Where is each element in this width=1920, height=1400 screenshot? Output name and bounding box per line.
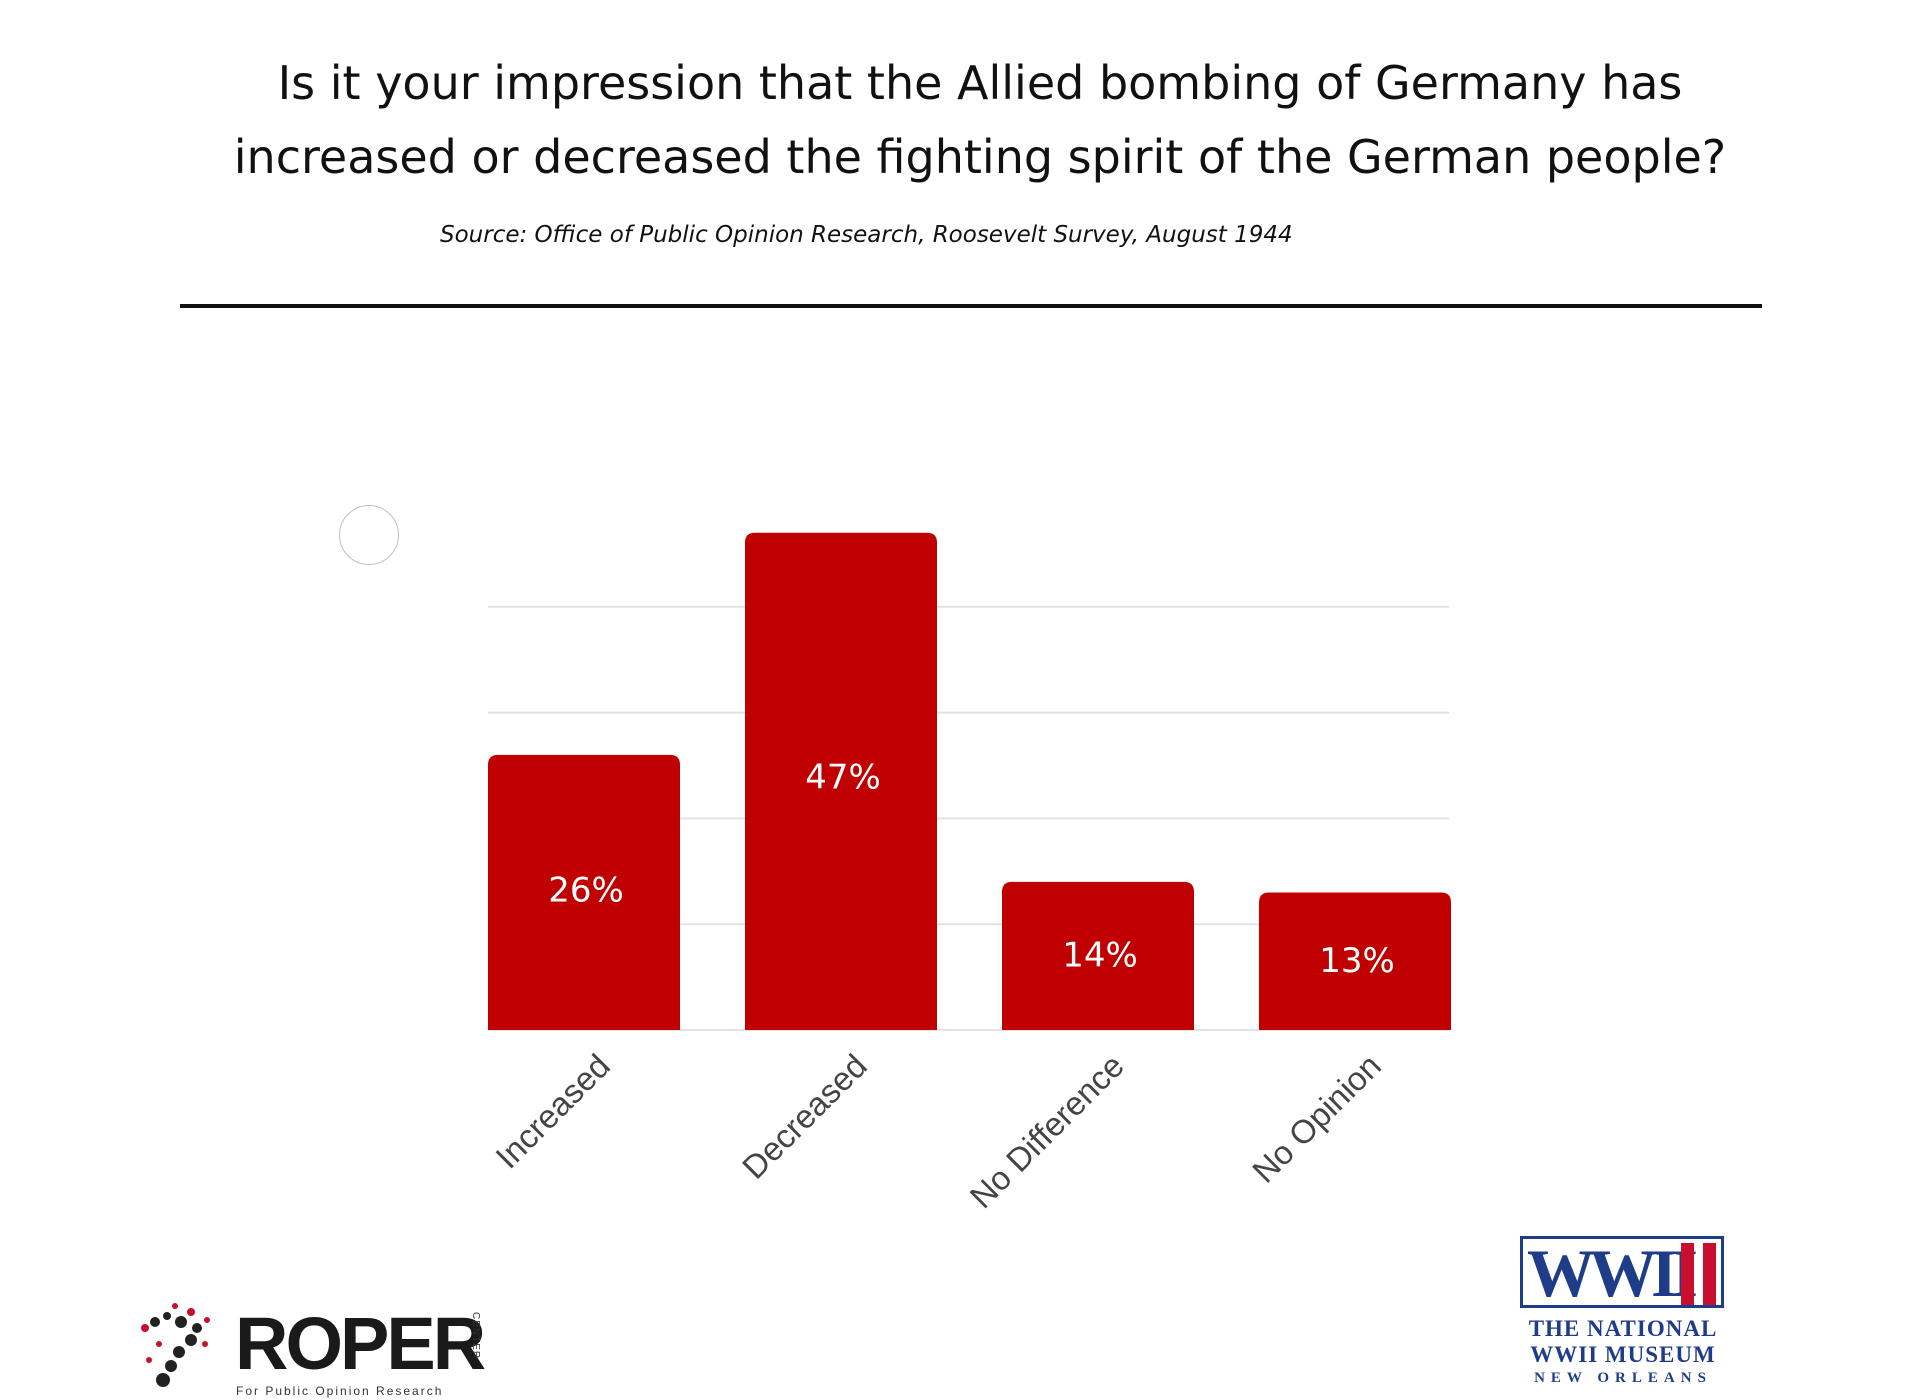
roper-center-label: CENTER [470, 1312, 481, 1360]
data-label: 14% [1062, 935, 1138, 975]
bar [488, 754, 680, 1030]
bar [745, 532, 937, 1030]
roper-tagline: For Public Opinion Research [236, 1384, 444, 1398]
title-line-1: Is it your impression that the Allied bo… [277, 56, 1683, 110]
x-tick-label: No Difference [963, 1047, 1131, 1215]
museum-line-2: WWII MUSEUM [1530, 1342, 1716, 1367]
museum-logo: WWII THE NATIONAL WWII MUSEUM NEW ORLEAN… [1520, 1236, 1726, 1396]
x-tick-label: No Opinion [1245, 1047, 1388, 1190]
museum-line-1: THE NATIONAL [1528, 1316, 1718, 1341]
museum-mark: WWII [1527, 1235, 1698, 1311]
data-label: 26% [548, 871, 624, 911]
roper-dots-icon [141, 1303, 210, 1387]
x-tick-label: Increased [488, 1047, 617, 1176]
chart-title: Is it your impression that the Allied bo… [140, 46, 1820, 194]
data-label: 47% [805, 757, 881, 797]
radio-circle[interactable] [339, 505, 399, 565]
museum-red-bars [1675, 1243, 1723, 1305]
roper-logo: ROPER [135, 1300, 495, 1400]
data-label: 13% [1319, 941, 1395, 981]
bar [1002, 881, 1194, 1030]
x-tick-label: Decreased [735, 1047, 874, 1186]
museum-mark-box: WWII [1520, 1236, 1724, 1308]
title-line-2: increased or decreased the fighting spir… [233, 130, 1727, 184]
source-note: Source: Office of Public Opinion Researc… [440, 222, 1293, 248]
museum-line-3: NEW ORLEANS [1534, 1370, 1712, 1386]
title-divider [180, 304, 1762, 308]
roper-wordmark: ROPER [235, 1302, 486, 1385]
bar [1259, 892, 1451, 1030]
